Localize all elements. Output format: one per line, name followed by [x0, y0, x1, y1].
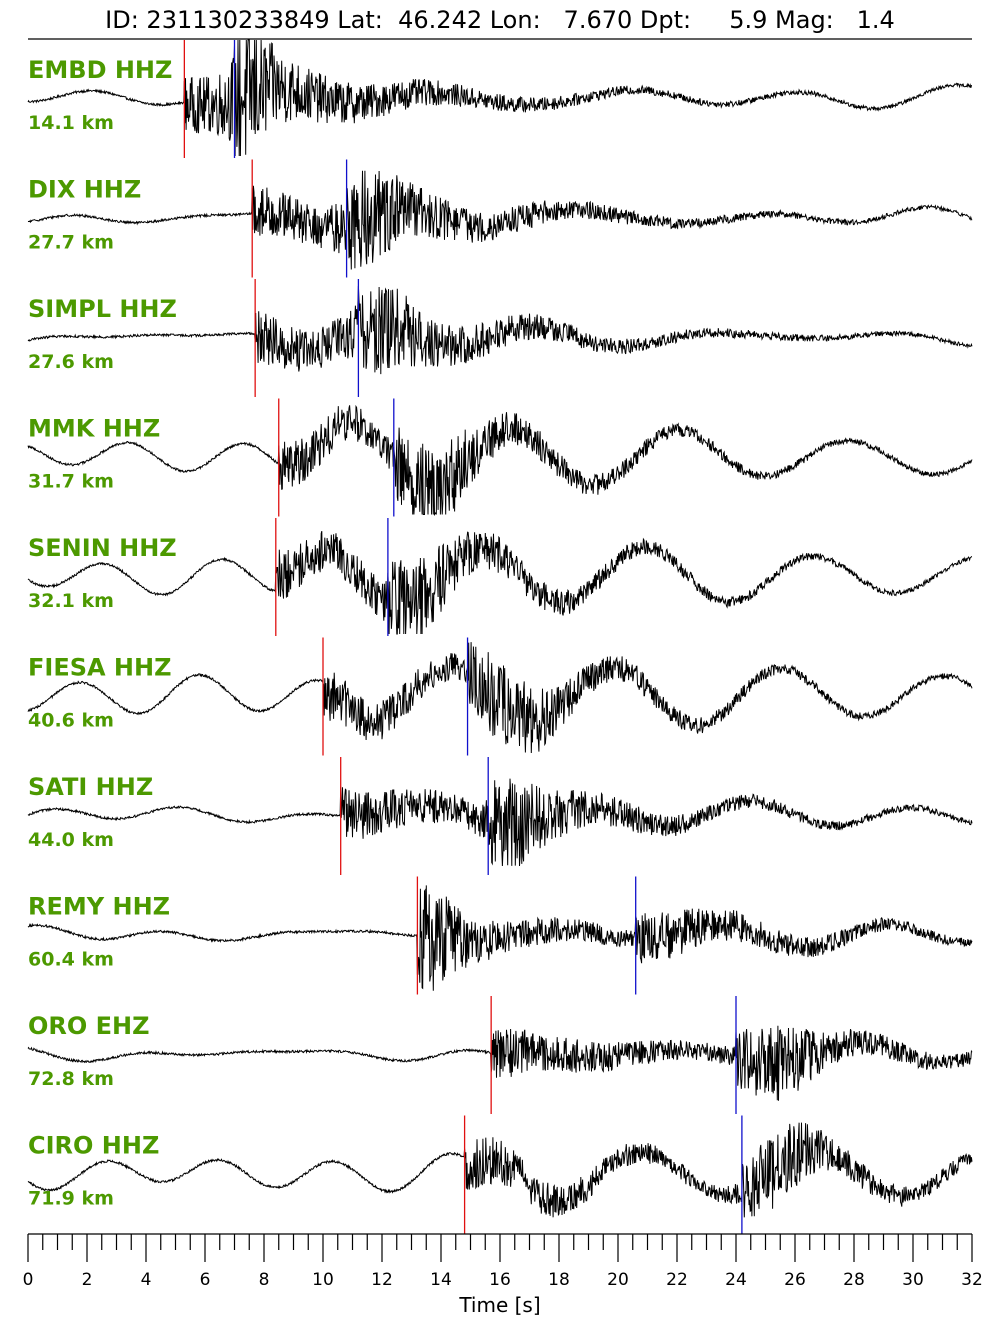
x-tick-label: 20 — [607, 1270, 629, 1290]
distance-label: 32.1 km — [28, 590, 114, 612]
station-label: SATI HHZ — [28, 773, 153, 801]
trace-ciro — [27, 1122, 973, 1218]
x-tick-label: 26 — [784, 1270, 806, 1290]
distance-label: 60.4 km — [28, 949, 114, 971]
station-label: CIRO HHZ — [28, 1132, 159, 1160]
x-tick-label: 2 — [82, 1270, 93, 1290]
distance-label: 31.7 km — [28, 471, 114, 493]
trace-remy — [27, 885, 973, 991]
x-tick-label: 18 — [548, 1270, 570, 1290]
station-label: FIESA HHZ — [28, 654, 172, 682]
station-label: SIMPL HHZ — [28, 295, 177, 323]
x-tick-label: 6 — [200, 1270, 211, 1290]
distance-label: 71.9 km — [28, 1188, 114, 1210]
trace-dix — [27, 170, 973, 270]
plot-title: ID: 231130233849 Lat: 46.242 Lon: 7.670 … — [105, 6, 895, 34]
x-tick-label: 28 — [843, 1270, 865, 1290]
x-tick-label: 4 — [141, 1270, 152, 1290]
x-tick-label: 12 — [371, 1270, 393, 1290]
x-tick-label: 22 — [666, 1270, 688, 1290]
x-tick-label: 16 — [489, 1270, 511, 1290]
distance-label: 72.8 km — [28, 1068, 114, 1090]
distance-label: 27.7 km — [28, 232, 114, 254]
trace-oro — [27, 1025, 973, 1101]
station-label: SENIN HHZ — [28, 534, 177, 562]
x-tick-label: 32 — [961, 1270, 983, 1290]
trace-fiesa — [27, 642, 973, 754]
x-tick-label: 14 — [430, 1270, 452, 1290]
trace-group: EMBD HHZ 14.1 km DIX HHZ 27.7 km SIMPL HHZ 27… — [27, 39, 973, 1234]
x-tick-label: 30 — [902, 1270, 924, 1290]
station-label: DIX HHZ — [28, 176, 141, 204]
x-axis-label: Time [s] — [458, 1293, 540, 1317]
trace-embd — [27, 39, 972, 157]
distance-label: 27.6 km — [28, 351, 114, 373]
station-label: ORO EHZ — [28, 1012, 150, 1040]
distance-label: 40.6 km — [28, 710, 114, 732]
trace-sati — [27, 778, 973, 867]
station-label: EMBD HHZ — [28, 56, 172, 84]
station-label: MMK HHZ — [28, 415, 160, 443]
trace-senin — [27, 530, 973, 635]
x-tick-label: 0 — [23, 1270, 34, 1290]
x-axis: 0 2 4 6 8 10 12 14 16 18 20 22 24 26 28 30 32 — [23, 1233, 983, 1290]
trace-simpl — [27, 285, 973, 375]
x-tick-label: 8 — [259, 1270, 270, 1290]
distance-label: 44.0 km — [28, 829, 114, 851]
station-label: REMY HHZ — [28, 893, 170, 921]
trace-mmk — [27, 404, 973, 517]
x-tick-label: 24 — [725, 1270, 747, 1290]
distance-label: 14.1 km — [28, 112, 114, 134]
x-tick-label: 10 — [312, 1270, 334, 1290]
